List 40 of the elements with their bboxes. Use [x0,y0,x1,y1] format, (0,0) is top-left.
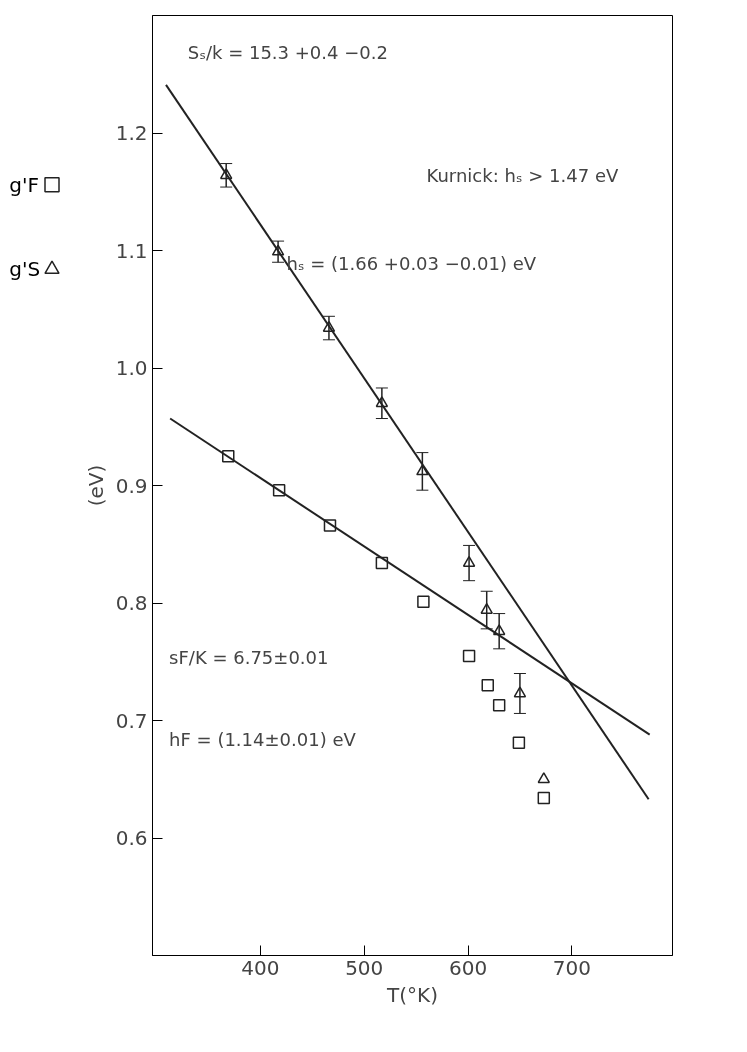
x-tick-label: 700 [552,955,591,980]
annotation: Sₛ/k = 15.3 +0.4 −0.2 [187,41,388,63]
x-axis-title: T(°K) [386,982,438,1007]
y-tick-label: 0.8 [115,591,148,615]
x-tick-label: 500 [345,955,384,980]
point [375,556,389,570]
point [512,736,526,750]
point [462,649,476,663]
legend-label: g'F [9,172,39,197]
point [492,624,506,636]
point [375,396,389,408]
y-tick-label: 0.6 [115,826,148,850]
legend-label: g'S [9,257,41,282]
x-tick-label: 600 [448,955,488,980]
y-tick-label: 0.7 [115,708,148,733]
y-tick-label: 1.0 [115,356,148,380]
point [537,791,551,805]
y-tick-label: 1.2 [115,121,148,145]
point [481,679,494,692]
annotation: sF/K = 6.75±0.01 [169,646,329,668]
x-tick-label: 400 [241,955,280,980]
point [416,464,429,476]
point [480,602,493,614]
point [537,772,551,784]
y-tick-label: 0.9 [115,473,148,498]
annotation: Kurnick: hₛ > 1.47 eV [426,164,619,186]
point [513,686,527,698]
point [322,320,336,332]
point [272,483,286,497]
point [271,244,285,256]
y-tick-label: 1.1 [115,238,148,263]
point [462,555,476,567]
y-axis-title: (eV) [83,464,108,507]
point [492,698,506,712]
point [417,595,430,609]
point [323,519,337,532]
point [219,168,233,180]
point [222,449,235,463]
annotation: hₛ = (1.66 +0.03 −0.01) eV [286,253,537,274]
annotation: hF = (1.14±0.01) eV [169,728,357,750]
